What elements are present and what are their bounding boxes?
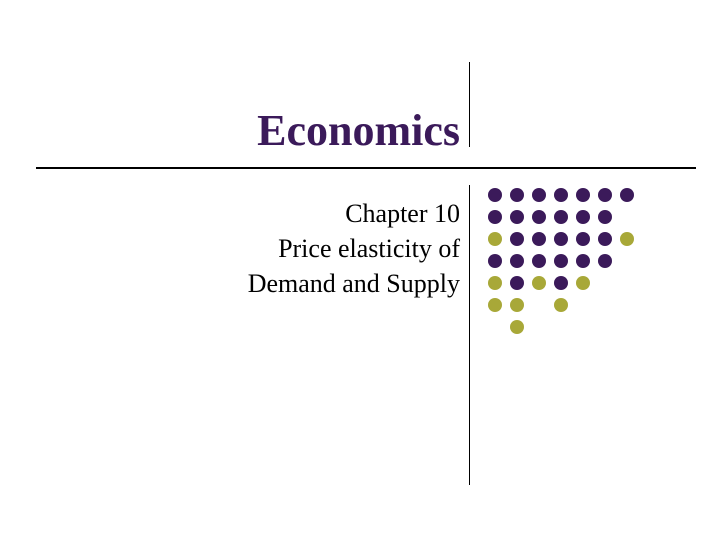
dot xyxy=(510,188,524,202)
horizontal-divider xyxy=(36,167,696,169)
dot xyxy=(576,232,590,246)
dot xyxy=(620,188,634,202)
dot xyxy=(488,232,502,246)
dot xyxy=(598,210,612,224)
dot xyxy=(488,210,502,224)
dot xyxy=(554,188,568,202)
dot xyxy=(488,188,502,202)
dot xyxy=(598,254,612,268)
dot xyxy=(532,188,546,202)
dot xyxy=(576,188,590,202)
subtitle-line-2: Price elasticity of xyxy=(248,231,460,266)
dot xyxy=(554,254,568,268)
dot xyxy=(576,254,590,268)
dot xyxy=(488,298,502,312)
dot xyxy=(598,232,612,246)
dot xyxy=(532,210,546,224)
dot xyxy=(510,320,524,334)
dot xyxy=(554,232,568,246)
dot xyxy=(488,276,502,290)
vertical-divider-top xyxy=(469,62,470,147)
dot xyxy=(510,254,524,268)
dot xyxy=(510,298,524,312)
dot xyxy=(488,254,502,268)
dot xyxy=(620,232,634,246)
subtitle-line-3: Demand and Supply xyxy=(248,266,460,301)
dot xyxy=(510,276,524,290)
dot xyxy=(576,210,590,224)
dot xyxy=(554,276,568,290)
slide-subtitle: Chapter 10 Price elasticity of Demand an… xyxy=(248,196,460,301)
dot xyxy=(532,276,546,290)
dot xyxy=(554,210,568,224)
vertical-divider-bottom xyxy=(469,185,470,485)
slide: Economics Chapter 10 Price elasticity of… xyxy=(0,0,720,540)
dot xyxy=(510,210,524,224)
dot xyxy=(554,298,568,312)
dot xyxy=(532,254,546,268)
slide-title: Economics xyxy=(257,105,460,156)
dot xyxy=(576,276,590,290)
dot xyxy=(510,232,524,246)
subtitle-line-1: Chapter 10 xyxy=(248,196,460,231)
dot xyxy=(598,188,612,202)
dot xyxy=(532,232,546,246)
